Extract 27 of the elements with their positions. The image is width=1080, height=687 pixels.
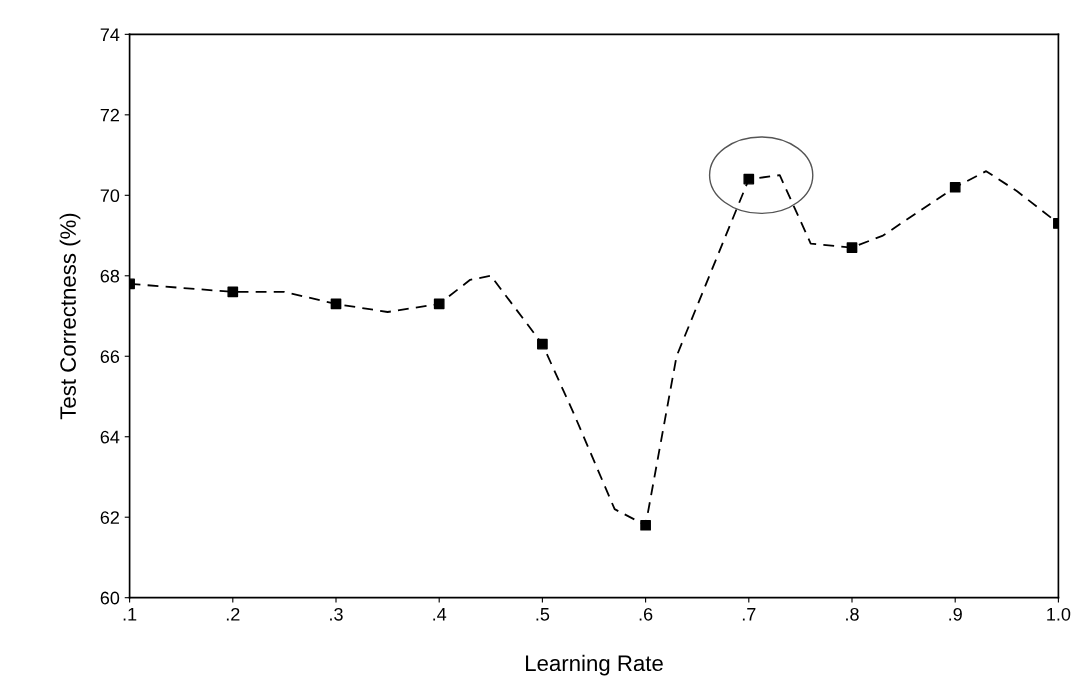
y-tick-label: 70 xyxy=(100,189,120,203)
x-tick-label: .8 xyxy=(846,607,859,621)
x-tick-label: .3 xyxy=(330,607,343,621)
y-tick-label: 68 xyxy=(100,269,120,283)
point xyxy=(743,173,755,185)
x-tick-label: .1 xyxy=(123,608,137,621)
x-tick-label: .4 xyxy=(433,608,447,621)
point xyxy=(537,338,548,350)
y-axis-title: Test Correctness (%) xyxy=(59,213,81,420)
x-tick-label: .6 xyxy=(639,607,653,621)
x-tick-label: .5 xyxy=(536,608,550,621)
point xyxy=(227,286,239,298)
point xyxy=(949,181,961,193)
y-tick-label: 62 xyxy=(100,511,119,524)
x-tick-label: 1.0 xyxy=(1047,607,1071,621)
x-tick-label: .9 xyxy=(949,607,962,621)
x-tick-label: .2 xyxy=(226,607,240,621)
y-tick-label: 64 xyxy=(100,430,120,444)
x-axis-title: Learning Rate xyxy=(526,654,663,676)
y-tick-label: 72 xyxy=(100,108,119,122)
y-tick-label: 66 xyxy=(100,350,120,363)
point xyxy=(433,298,445,310)
y-tick-label: 60 xyxy=(100,591,120,605)
y-tick-label: 74 xyxy=(100,28,120,41)
point xyxy=(846,242,858,253)
x-tick-label: .7 xyxy=(742,608,756,621)
point xyxy=(640,519,651,531)
